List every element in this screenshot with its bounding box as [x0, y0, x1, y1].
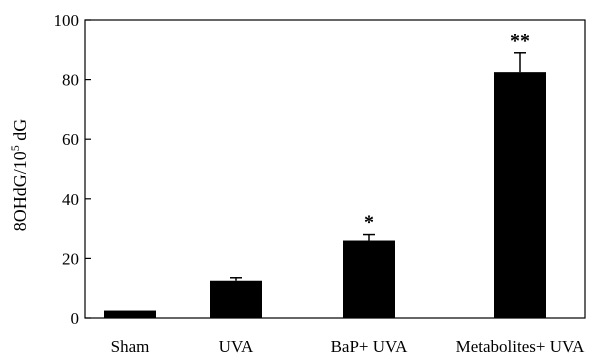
- significance-marker: **: [510, 30, 530, 52]
- y-axis-label-unit: dG: [10, 119, 30, 146]
- y-tick-label: 40: [62, 190, 79, 209]
- y-tick-label: 100: [54, 11, 80, 30]
- y-axis-label-superscript: 5: [8, 145, 22, 151]
- y-tick-label: 0: [71, 309, 80, 328]
- y-tick-label: 20: [62, 249, 79, 268]
- bar: [343, 240, 395, 318]
- y-axis-label-main: 8OHdG/10: [10, 151, 30, 231]
- significance-marker: *: [364, 212, 374, 234]
- bar: [210, 280, 262, 318]
- bar: [494, 72, 546, 319]
- plot-frame: [84, 19, 586, 319]
- significance-markers: ***: [364, 30, 530, 234]
- y-tick-label: 80: [62, 71, 79, 90]
- y-tick-label: 60: [62, 130, 79, 149]
- x-tick-labels: Sham UVA BaP+ UVA Metabolites+ UVA: [111, 337, 585, 356]
- axes: [84, 19, 586, 319]
- bar: [104, 310, 156, 318]
- error-bars: [230, 52, 526, 281]
- y-ticks: 0 20 40 60 80 100: [54, 11, 91, 328]
- bars: [104, 72, 546, 319]
- x-tick-label: Sham: [111, 337, 150, 356]
- x-tick-label: UVA: [219, 337, 254, 356]
- x-tick-label: Metabolites+ UVA: [456, 337, 585, 356]
- x-tick-label: BaP+ UVA: [331, 337, 409, 356]
- y-axis-label: 8OHdG/105 dG: [8, 119, 30, 232]
